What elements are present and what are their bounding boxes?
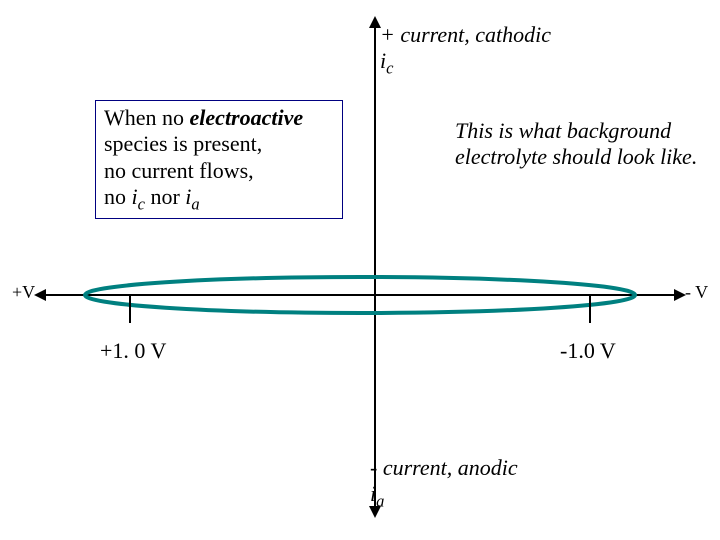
- diagram-stage: + current, cathodic ic - current, anodic…: [0, 0, 720, 540]
- boxed-note: When no electroactive species is present…: [95, 100, 343, 219]
- axis-end-label-minus-v: - V: [685, 282, 708, 303]
- top-axis-label: + current, cathodic ic: [380, 22, 551, 78]
- boxed-note-l1b: electroactive: [190, 105, 304, 130]
- bottom-axis-label-sub: a: [376, 491, 384, 510]
- right-note-l1: This is what background: [455, 118, 697, 144]
- boxed-note-l3: no current flows,: [104, 158, 334, 184]
- boxed-note-l4mid: nor: [145, 184, 185, 209]
- axis-end-label-plus-v: +V: [12, 282, 35, 303]
- bottom-axis-label: - current, anodic ia: [370, 455, 518, 511]
- bottom-axis-label-line1: - current, anodic: [370, 455, 518, 480]
- boxed-note-ia-a: a: [191, 195, 199, 214]
- boxed-note-l1a: When no: [104, 105, 190, 130]
- top-axis-label-line1: + current, cathodic: [380, 22, 551, 47]
- tick-label-left: +1. 0 V: [100, 338, 166, 364]
- diagram-svg: [0, 0, 720, 540]
- boxed-note-l2: species is present,: [104, 131, 334, 157]
- right-note-l2: electrolyte should look like.: [455, 144, 697, 170]
- top-axis-label-sub: c: [386, 58, 393, 77]
- boxed-note-ic-c: c: [138, 195, 145, 214]
- axis-horizontal-arrow-left: [34, 289, 46, 301]
- tick-label-right: -1.0 V: [560, 338, 616, 364]
- boxed-note-l4a: no: [104, 184, 132, 209]
- right-note: This is what background electrolyte shou…: [455, 118, 697, 170]
